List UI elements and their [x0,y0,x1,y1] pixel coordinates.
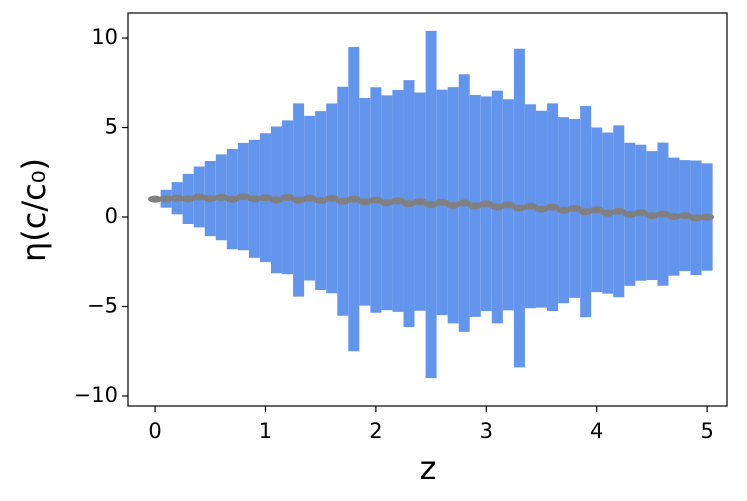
x-tick-label: 0 [148,419,161,443]
x-tick-label: 5 [700,419,713,443]
point [192,193,207,201]
point [159,195,174,203]
point [357,198,372,206]
point [170,194,185,202]
point [424,200,439,208]
point [269,196,284,204]
y-tick-label: 0 [105,204,118,228]
point [644,212,659,220]
point [457,199,472,207]
point [678,212,693,220]
point [225,195,240,203]
point [247,195,262,203]
point [379,199,394,207]
point [611,207,626,215]
y-tick-label: −10 [74,383,118,407]
plot-frame [127,12,728,407]
point [633,209,648,217]
point [148,195,163,203]
point [523,202,538,210]
point [258,194,273,202]
x-tick-label: 3 [480,419,493,443]
point [446,201,461,209]
point [490,203,505,211]
point [567,204,582,212]
point [589,206,604,214]
point [368,196,383,204]
point [346,195,361,203]
point [689,214,704,222]
point [302,194,317,202]
x-tick-label: 4 [590,419,603,443]
point [280,193,295,201]
point [335,197,350,205]
point [501,201,516,209]
point [622,210,637,218]
point [181,195,196,203]
point [214,193,229,201]
point [479,200,494,208]
point [545,203,560,211]
x-tick-label: 2 [369,419,382,443]
point [578,208,593,216]
point [390,197,405,205]
point [435,198,450,206]
y-tick-label: −5 [87,293,118,317]
y-tick-label: 10 [91,25,118,49]
y-axis-label: η(c/c₀) [15,158,53,262]
point [655,210,670,218]
point [667,213,682,221]
x-axis-label: z [420,449,437,487]
point [413,198,428,206]
point [203,195,218,203]
x-tick-label: 1 [259,419,272,443]
point [512,204,527,212]
point [534,205,549,213]
y-tick-label: 5 [105,115,118,139]
point [468,202,483,210]
point [236,193,251,201]
point [313,197,328,205]
point [700,213,715,221]
point [402,200,417,208]
point [291,196,306,204]
point [600,209,615,217]
point [324,194,339,202]
point [556,206,571,214]
